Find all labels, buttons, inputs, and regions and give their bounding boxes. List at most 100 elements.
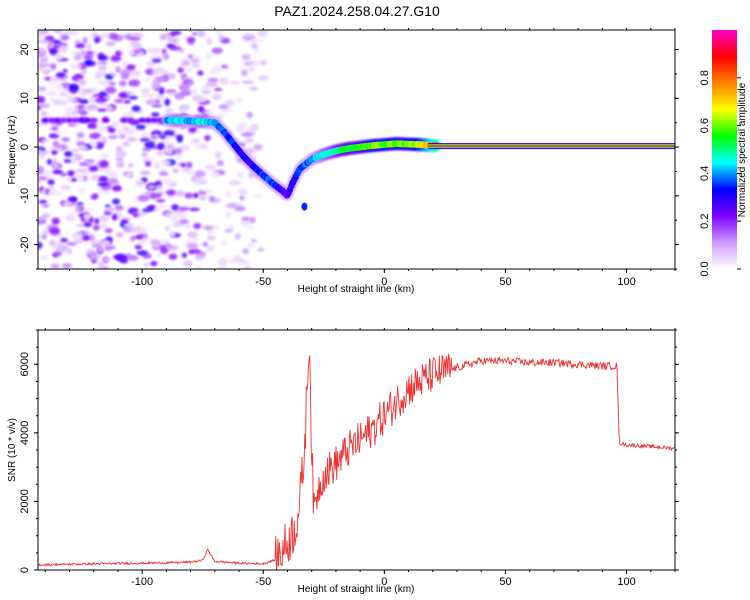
spectrogram-cell xyxy=(77,117,86,123)
spectrogram-cell xyxy=(135,225,142,234)
spectrogram-cell xyxy=(44,76,52,81)
spectrogram-cell xyxy=(65,177,72,182)
spectrogram-cell xyxy=(62,69,68,73)
spectrogram-cell xyxy=(215,151,222,159)
spectrogram-cell xyxy=(204,134,211,142)
spectrogram-cell xyxy=(108,32,119,40)
spectrogram-cell xyxy=(94,218,100,225)
x-tick-label: 50 xyxy=(499,576,511,588)
spectrogram-cell xyxy=(38,199,48,204)
spectrogram-cell xyxy=(226,225,236,230)
spectrogram-cell xyxy=(169,46,182,51)
spectrogram-cell xyxy=(121,59,128,67)
spectrogram-cell xyxy=(126,137,138,143)
spectrogram-cell xyxy=(139,170,152,175)
colorbar-tick-label: 0.4 xyxy=(699,166,711,181)
spectrogram-cell xyxy=(239,195,245,201)
spectrogram-cell xyxy=(47,190,58,195)
spectrogram-cell xyxy=(59,117,68,123)
spectrogram-cell xyxy=(194,170,206,178)
x-tick-label: -100 xyxy=(131,276,153,288)
spectrogram-cell xyxy=(244,266,252,269)
spectrogram-cell xyxy=(76,202,84,206)
spectrogram-cell xyxy=(94,75,101,80)
spectrogram-cell xyxy=(161,48,167,55)
spectrogram-cell xyxy=(99,136,106,142)
spectrogram-cell xyxy=(172,221,183,227)
spectrogram-cell xyxy=(222,81,229,85)
spectrogram-cell xyxy=(174,190,186,197)
spectrogram-cell xyxy=(201,191,207,195)
spectrogram-cell xyxy=(249,87,259,91)
colorbar-tick-label: 0.2 xyxy=(699,214,711,229)
spectrogram-cell xyxy=(88,165,99,172)
colorbar-tick-label: 0.8 xyxy=(699,70,711,85)
spectrogram-cell xyxy=(243,33,255,38)
spectrogram-cell xyxy=(170,30,182,36)
spectrogram-cell xyxy=(53,117,62,123)
spectrogram-cell xyxy=(151,68,160,75)
spectrogram-cell xyxy=(195,143,203,149)
spectrogram-cell xyxy=(211,47,223,54)
spectrogram-cell xyxy=(136,53,144,58)
spectrogram-cell xyxy=(82,88,94,94)
spectrogram-cell xyxy=(101,102,111,107)
spectrogram-cell xyxy=(41,234,47,240)
spectrogram-cell xyxy=(151,243,162,249)
spectrogram-noise-layer xyxy=(38,30,269,269)
spectrogram-cell xyxy=(157,142,165,150)
spectrogram-cell xyxy=(115,254,128,262)
spectrogram-cell xyxy=(242,248,249,254)
spectrogram-cell xyxy=(102,256,112,263)
spectrogram-cell xyxy=(209,68,221,74)
spectrogram-cell xyxy=(59,185,71,190)
spectrogram-cell xyxy=(220,64,229,69)
spectrogram-cell xyxy=(178,206,190,211)
spectrogram-cell xyxy=(137,194,150,202)
spectrogram-cell xyxy=(95,97,108,103)
spectrogram-cell xyxy=(83,54,94,61)
spectrogram-cell xyxy=(120,72,130,80)
spectrogram-cell xyxy=(155,199,166,203)
spectrogram-cell xyxy=(91,244,103,248)
spectrogram-cell xyxy=(164,212,176,218)
spectrogram-cell xyxy=(49,184,55,191)
colorbar-ticks: 0.0 0.2 0.4 0.6 0.8 xyxy=(699,70,741,277)
spectrogram-cell xyxy=(42,70,51,75)
spectrogram-x-label: Height of straight line (km) xyxy=(298,284,415,295)
spectrogram-cell xyxy=(96,61,108,65)
x-tick-label: 50 xyxy=(499,276,511,288)
spectrogram-cell xyxy=(61,263,73,269)
spectrogram-cell xyxy=(168,231,176,237)
spectrogram-cell xyxy=(202,84,210,92)
spectrogram-cell xyxy=(52,169,63,174)
colorbar-bar xyxy=(712,30,737,269)
spectrogram-cell xyxy=(247,172,255,179)
spectrogram-cell xyxy=(139,138,150,142)
spectrogram-cell xyxy=(64,112,72,118)
spectrogram-cell xyxy=(247,225,254,230)
spectrogram-cell xyxy=(237,171,244,179)
spectrogram-cell xyxy=(133,33,144,37)
spectrogram-cell xyxy=(202,226,213,230)
spectrogram-cell xyxy=(125,91,132,96)
spectrogram-cell xyxy=(47,179,55,186)
spectrogram-cell xyxy=(89,117,98,123)
spectrogram-cell xyxy=(206,37,213,45)
spectrogram-cell xyxy=(105,105,113,111)
spectrogram-cell xyxy=(155,150,166,156)
spectrogram-cell xyxy=(175,212,188,219)
spectrogram-cell xyxy=(101,239,111,246)
spectrogram-cell xyxy=(106,177,119,184)
spectrogram-cell xyxy=(136,250,148,256)
spectrogram-cell xyxy=(86,42,92,50)
spectrogram-cell xyxy=(151,104,163,108)
spectrogram-cell xyxy=(67,122,76,127)
spectrogram-cell xyxy=(192,192,199,199)
spectrogram-cell xyxy=(247,242,255,249)
spectrogram-cell xyxy=(225,211,232,218)
spectrogram-cell xyxy=(76,141,86,147)
spectrogram-cell xyxy=(138,117,147,123)
spectrogram-cell xyxy=(241,80,254,84)
